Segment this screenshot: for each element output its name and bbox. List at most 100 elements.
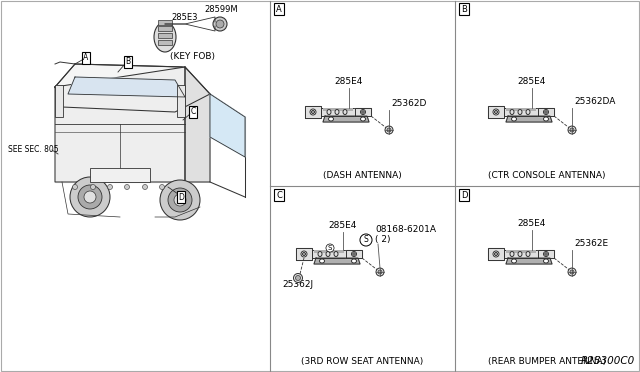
Text: (DASH ANTENNA): (DASH ANTENNA)	[323, 171, 401, 180]
Ellipse shape	[495, 253, 497, 256]
Ellipse shape	[353, 253, 355, 255]
Text: (3RD ROW SEAT ANTENNA): (3RD ROW SEAT ANTENNA)	[301, 357, 423, 366]
Polygon shape	[506, 116, 552, 122]
Text: (CTR CONSOLE ANTENNA): (CTR CONSOLE ANTENNA)	[488, 171, 605, 180]
Text: B: B	[461, 4, 467, 13]
Ellipse shape	[385, 126, 393, 134]
Bar	[55, 85, 63, 117]
Polygon shape	[538, 108, 554, 116]
Ellipse shape	[351, 251, 356, 257]
Circle shape	[159, 185, 164, 189]
Circle shape	[213, 17, 227, 31]
Text: 285E3: 285E3	[172, 13, 198, 22]
Polygon shape	[305, 106, 321, 118]
Text: A: A	[83, 54, 88, 62]
Ellipse shape	[303, 253, 305, 256]
Ellipse shape	[526, 251, 530, 257]
Polygon shape	[538, 250, 554, 258]
Circle shape	[72, 185, 77, 189]
Polygon shape	[488, 106, 504, 118]
Ellipse shape	[376, 268, 384, 276]
Bar	[158, 33, 172, 38]
Polygon shape	[355, 108, 371, 116]
Ellipse shape	[334, 251, 338, 257]
Ellipse shape	[351, 259, 356, 263]
Polygon shape	[296, 248, 312, 260]
Text: C: C	[190, 108, 196, 116]
Ellipse shape	[543, 251, 548, 257]
Text: 25362DA: 25362DA	[574, 97, 616, 106]
Ellipse shape	[296, 276, 301, 280]
Ellipse shape	[335, 109, 339, 115]
Circle shape	[168, 188, 192, 212]
Bar	[158, 20, 172, 25]
Text: B: B	[125, 58, 131, 67]
Ellipse shape	[570, 128, 574, 132]
Text: S: S	[328, 245, 332, 251]
Polygon shape	[346, 250, 362, 258]
Ellipse shape	[294, 273, 303, 282]
Ellipse shape	[545, 253, 547, 255]
Circle shape	[216, 20, 224, 28]
Circle shape	[70, 177, 110, 217]
Text: C: C	[276, 190, 282, 199]
Circle shape	[125, 185, 129, 189]
Text: D: D	[178, 192, 184, 202]
Text: S: S	[364, 235, 369, 244]
Polygon shape	[55, 67, 185, 182]
Text: 285E4: 285E4	[518, 77, 546, 86]
Ellipse shape	[543, 109, 548, 115]
Ellipse shape	[543, 259, 548, 263]
Ellipse shape	[378, 270, 382, 274]
Text: 285E4: 285E4	[518, 219, 546, 228]
Text: R25300C0: R25300C0	[580, 356, 635, 366]
Ellipse shape	[510, 109, 514, 115]
Ellipse shape	[326, 251, 330, 257]
Text: 285E4: 285E4	[329, 221, 357, 230]
Text: (KEY FOB): (KEY FOB)	[170, 52, 214, 61]
Bar	[504, 250, 538, 258]
Ellipse shape	[362, 111, 364, 113]
Text: 25362J: 25362J	[282, 280, 313, 289]
Polygon shape	[314, 258, 360, 264]
Ellipse shape	[301, 251, 307, 257]
Ellipse shape	[360, 117, 365, 121]
Ellipse shape	[511, 117, 516, 121]
Ellipse shape	[570, 270, 574, 274]
Polygon shape	[68, 77, 185, 97]
Bar	[506, 108, 536, 111]
Ellipse shape	[495, 110, 497, 113]
Bar	[314, 250, 344, 253]
Ellipse shape	[318, 251, 322, 257]
Circle shape	[174, 194, 186, 206]
Text: 25362E: 25362E	[574, 239, 608, 248]
Polygon shape	[185, 67, 210, 182]
Ellipse shape	[568, 268, 576, 276]
Text: D: D	[461, 190, 467, 199]
Circle shape	[160, 180, 200, 220]
Text: 08168-6201A: 08168-6201A	[375, 225, 436, 234]
Ellipse shape	[387, 128, 391, 132]
Polygon shape	[506, 258, 552, 264]
Polygon shape	[323, 116, 369, 122]
Polygon shape	[210, 94, 245, 157]
Text: ( 2): ( 2)	[375, 235, 390, 244]
Text: 25362D: 25362D	[391, 99, 426, 108]
Circle shape	[143, 185, 147, 189]
Ellipse shape	[518, 251, 522, 257]
Circle shape	[84, 191, 96, 203]
Text: 285E4: 285E4	[335, 77, 363, 86]
Polygon shape	[488, 248, 504, 260]
Bar	[504, 108, 538, 116]
Ellipse shape	[312, 110, 314, 113]
Text: (REAR BUMPER ANTENNA): (REAR BUMPER ANTENNA)	[488, 357, 606, 366]
Ellipse shape	[328, 117, 333, 121]
Bar	[323, 108, 353, 111]
Bar	[90, 168, 150, 182]
Ellipse shape	[327, 109, 331, 115]
Bar	[321, 108, 355, 116]
Ellipse shape	[545, 111, 547, 113]
Ellipse shape	[543, 117, 548, 121]
Ellipse shape	[518, 109, 522, 115]
Ellipse shape	[154, 22, 176, 52]
